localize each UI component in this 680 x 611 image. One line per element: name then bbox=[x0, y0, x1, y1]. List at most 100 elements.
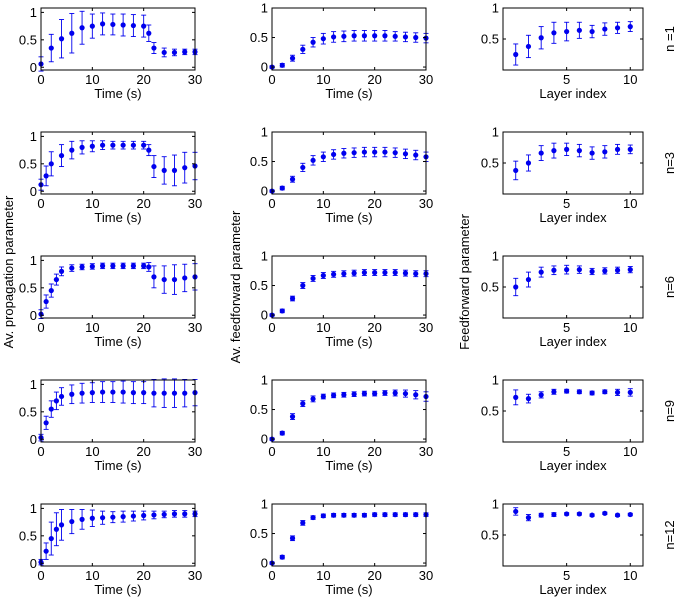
panel-r3c0-point-5 bbox=[69, 391, 75, 397]
panel-r3c0-ytick-label-1: 0.5 bbox=[19, 404, 37, 419]
panel-r4c1-point-10 bbox=[372, 512, 378, 518]
panel-r4c2-point-5 bbox=[576, 511, 582, 517]
panel-r2c0-point-5 bbox=[69, 265, 75, 271]
panel-r4c1-point-4 bbox=[310, 514, 316, 521]
panel-r4c1-point-8 bbox=[351, 512, 357, 518]
panel-r2c0-point-7 bbox=[89, 263, 95, 270]
panel-r1c0-point-14 bbox=[161, 167, 167, 174]
panel-r0c1-point-12 bbox=[392, 33, 398, 39]
panel-r0c2-xtick-label-0: 5 bbox=[563, 72, 570, 87]
panel-r1c0-point-16 bbox=[182, 165, 188, 171]
panel-r1c0-ytick-label-1: 0.5 bbox=[19, 156, 37, 171]
panel-r4c1-ytick-label-1: 0.5 bbox=[250, 526, 268, 541]
panel-r3c0-xlabel: Time (s) bbox=[94, 458, 141, 473]
panel-r0c1-xlabel: Time (s) bbox=[325, 86, 372, 101]
panel-r0c0-point-6 bbox=[100, 21, 106, 27]
panel-r3c2-point-3 bbox=[551, 389, 557, 395]
panel-r4c2-xtick-label-1: 10 bbox=[623, 568, 637, 583]
panel-r0c1-point-9 bbox=[361, 33, 367, 39]
panel-r0c0-point-8 bbox=[120, 22, 126, 28]
panel-r4c0-point-2 bbox=[48, 535, 54, 542]
panel-r1c2-point-4 bbox=[564, 146, 570, 152]
panel-r2c2-point-1 bbox=[525, 276, 532, 283]
panel-r3c2: 5 10 0.5 1 Layer index n=9 bbox=[481, 373, 677, 474]
panel-r2c0-ytick-label-2: 1 bbox=[30, 253, 37, 268]
panel-r1c1-point-8 bbox=[351, 150, 357, 156]
panel-r2c0-point-12 bbox=[141, 263, 147, 269]
panel-r4c1-point-1 bbox=[279, 554, 285, 560]
panel-r3c1-point-5 bbox=[320, 393, 326, 400]
panel-r3c0-point-11 bbox=[130, 390, 136, 396]
panel-r1c2: 5 10 0.5 1 Layer index n=3 bbox=[481, 125, 677, 226]
panel-r2c2-axes-frame bbox=[502, 255, 644, 319]
panel-r3c0-ytick-label-0: 0 bbox=[30, 432, 37, 447]
panel-r2c0-point-6 bbox=[79, 264, 85, 270]
panel-r1c2-ytick-label-0: 0.5 bbox=[481, 156, 499, 171]
panel-r1c1-point-3 bbox=[300, 164, 306, 171]
panel-r1c1-point-1 bbox=[279, 185, 285, 191]
panel-r1c2-xlabel: Layer index bbox=[539, 210, 607, 225]
panel-r2c1-axes-frame bbox=[271, 255, 427, 319]
panel-r3c1-ytick-label-2: 1 bbox=[261, 373, 268, 388]
panel-r2c2-xtick-label-0: 5 bbox=[563, 320, 570, 335]
panel-r2c2-point-7 bbox=[602, 268, 608, 274]
panel-r1c0-ytick-label-2: 1 bbox=[30, 129, 37, 144]
panel-r1c0: 0 10 20 30 0 0.5 1 Time (s) bbox=[19, 129, 202, 225]
panel-r3c1-point-6 bbox=[331, 392, 337, 398]
panel-r4c0-point-15 bbox=[171, 511, 178, 517]
panel-r4c2-ytick-label-0: 0.5 bbox=[481, 528, 499, 543]
panel-r4c1-axes-frame bbox=[271, 503, 427, 567]
panel-r0c2-point-9 bbox=[627, 24, 633, 30]
panel-r3c1-axes-frame bbox=[271, 379, 427, 443]
panel-r3c0-xtick-label-0: 0 bbox=[37, 444, 44, 459]
panel-r0c1-xtick-label-3: 30 bbox=[419, 72, 433, 87]
panel-r2c1-ytick-label-1: 0.5 bbox=[250, 278, 268, 293]
panel-r1c2-point-7 bbox=[602, 149, 608, 155]
panel-r0c0-point-11 bbox=[146, 30, 152, 36]
panel-r0c2-point-8 bbox=[614, 25, 621, 31]
panel-r0c0-xlabel: Time (s) bbox=[94, 86, 141, 101]
panel-r1c2-point-2 bbox=[538, 150, 544, 156]
panel-r4c2-xlabel: Layer index bbox=[539, 582, 607, 597]
panel-r1c2-point-3 bbox=[551, 148, 557, 154]
panel-r1c2-ytick-label-1: 1 bbox=[492, 125, 499, 140]
panel-r3c2-point-2 bbox=[538, 392, 544, 398]
panel-r0c1-xtick-label-2: 20 bbox=[367, 72, 381, 87]
panel-r4c2-point-6 bbox=[589, 512, 595, 518]
panel-r1c0-point-7 bbox=[100, 142, 106, 148]
panel-r3c2-point-4 bbox=[564, 388, 570, 394]
panel-r2c1-xtick-label-2: 20 bbox=[367, 320, 381, 335]
panel-r2c1-ytick-label-2: 1 bbox=[261, 249, 268, 264]
panel-r4c1-xtick-label-1: 10 bbox=[316, 568, 330, 583]
panel-r4c1-point-9 bbox=[361, 512, 367, 518]
panel-r3c1-point-3 bbox=[300, 401, 306, 407]
panel-r4c0-point-7 bbox=[89, 515, 95, 521]
panel-r4c1-point-14 bbox=[413, 512, 419, 518]
panel-r4c1-point-7 bbox=[341, 512, 347, 518]
panel-r4c2: 5 10 0.5 1 Layer index n=12 bbox=[481, 497, 677, 598]
panel-r0c0-point-7 bbox=[110, 21, 116, 28]
panel-r2c0-xtick-label-0: 0 bbox=[37, 320, 44, 335]
panel-r2c2: 5 10 0.5 1 Layer index n=6 bbox=[481, 249, 677, 350]
panel-r3c1-xtick-label-1: 10 bbox=[316, 444, 330, 459]
panel-r3c0-point-16 bbox=[182, 390, 188, 396]
panel-r0c1-point-14 bbox=[413, 34, 419, 41]
panel-r2c0-point-17 bbox=[182, 275, 188, 281]
panel-r4c2-point-0 bbox=[513, 508, 519, 515]
panel-r4c0-point-10 bbox=[120, 514, 126, 520]
panel-r1c1-point-5 bbox=[320, 154, 326, 160]
panel-r2c0-point-11 bbox=[130, 263, 136, 269]
panel-r0c2-point-5 bbox=[576, 27, 582, 33]
panel-r2c2-point-2 bbox=[538, 269, 544, 275]
panel-r2c0-point-14 bbox=[151, 274, 157, 280]
panel-r4c0-point-8 bbox=[100, 515, 106, 521]
panel-r4c1-point-5 bbox=[320, 513, 326, 519]
panel-r4c1-point-13 bbox=[402, 512, 409, 518]
panel-r1c1-xtick-label-1: 10 bbox=[316, 196, 330, 211]
panel-r3c2-xtick-label-0: 5 bbox=[563, 444, 570, 459]
panel-r4c0-xtick-label-2: 20 bbox=[136, 568, 150, 583]
panel-r1c2-point-5 bbox=[576, 148, 582, 154]
panel-r3c1-point-2 bbox=[289, 414, 296, 420]
panel-r3c0-point-1 bbox=[43, 420, 49, 426]
row-label-1: n=3 bbox=[662, 152, 677, 174]
